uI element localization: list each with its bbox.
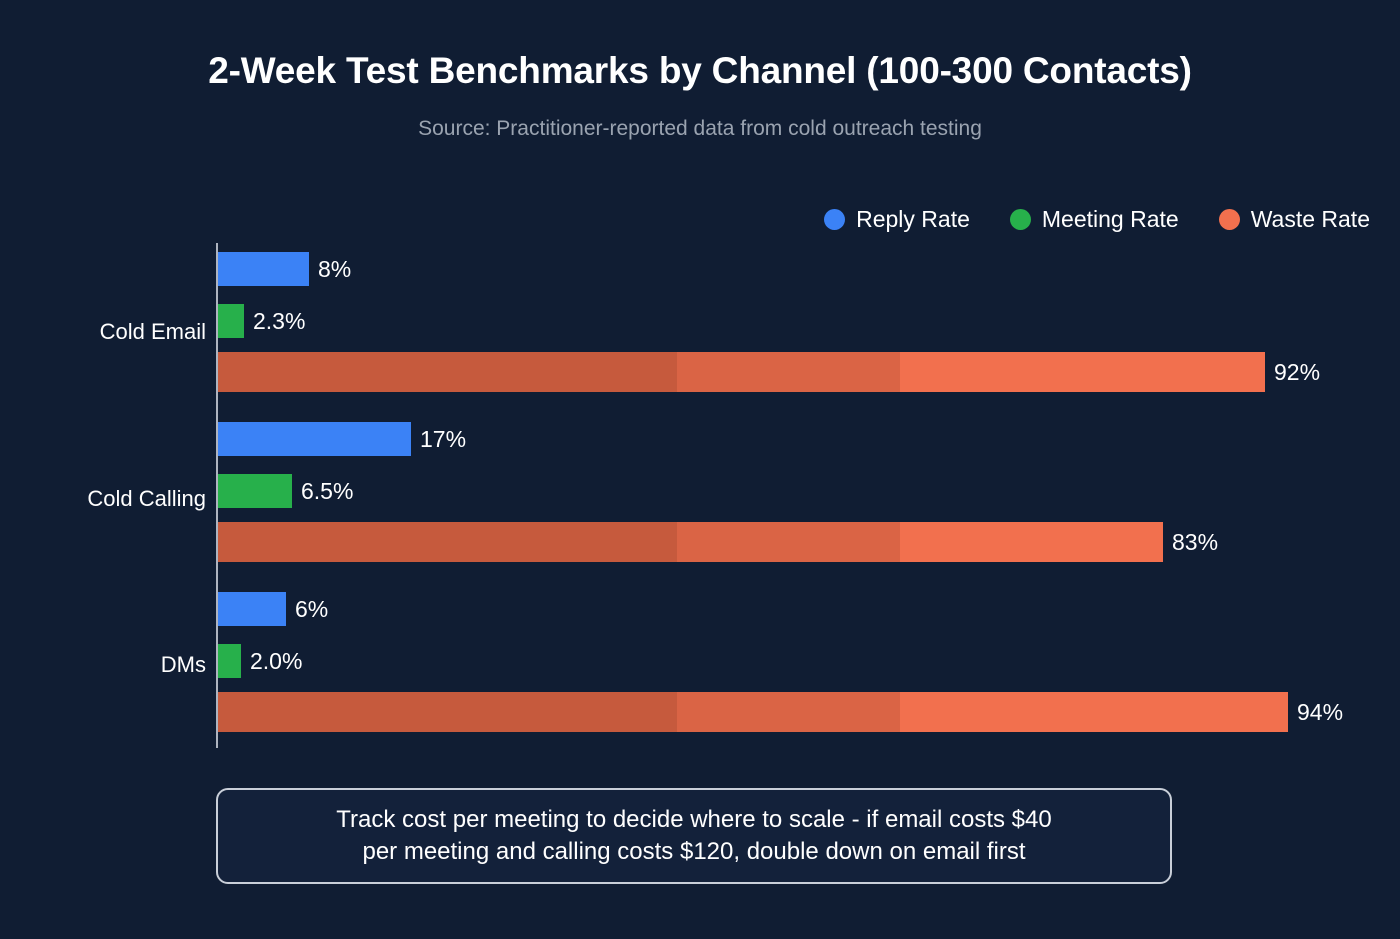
bar-segment[interactable] (218, 522, 1163, 562)
chart-legend: Reply Rate Meeting Rate Waste Rate (730, 203, 1370, 235)
bar-segment[interactable] (218, 692, 1288, 732)
bar-shade-band (677, 692, 900, 732)
bar-shade-band (677, 522, 900, 562)
annotation-text: Track cost per meeting to decide where t… (336, 804, 1051, 869)
bar-shade-band (218, 692, 677, 732)
circle-swatch-icon (824, 208, 846, 230)
bar-segment[interactable] (218, 474, 292, 508)
bar-row: 2.0% (218, 644, 302, 678)
legend-item[interactable]: Meeting Rate (1009, 205, 1179, 233)
bar-value-label: 8% (318, 255, 352, 282)
bar-row: 94% (218, 692, 1343, 732)
bar-row: 92% (218, 352, 1320, 392)
category-label: Cold Calling (87, 486, 206, 511)
bar-segment[interactable] (218, 592, 286, 626)
bar-row: 6.5% (218, 474, 353, 508)
circle-swatch-icon (1009, 208, 1031, 230)
bar-row: 8% (218, 252, 351, 286)
bar-value-label: 2.3% (253, 307, 306, 334)
annotation-line-1: Track cost per meeting to decide where t… (336, 805, 1052, 833)
bar-shade-band (218, 522, 677, 562)
bar-row: 6% (218, 592, 328, 626)
bar-row: 83% (218, 522, 1218, 562)
circle-swatch-icon (1218, 208, 1240, 230)
bar-row: 2.3% (218, 304, 305, 338)
bar-value-label: 83% (1172, 528, 1219, 555)
bar-value-label: 17% (420, 425, 467, 452)
bar-value-label: 92% (1274, 358, 1321, 385)
annotation-callout: Track cost per meeting to decide where t… (216, 788, 1172, 884)
bar-value-label: 6% (295, 595, 329, 622)
y-axis-spine (216, 243, 218, 748)
bar-shade-band (677, 352, 900, 392)
legend-item[interactable]: Reply Rate (824, 206, 970, 233)
legend-item-label: Meeting Rate (1041, 205, 1179, 232)
bar-segment[interactable] (218, 304, 244, 338)
category-label: DMs (160, 652, 206, 677)
bar-row: 17% (218, 422, 466, 456)
annotation-line-2: per meeting and calling costs $120, doub… (362, 838, 1026, 865)
bar-segment[interactable] (218, 422, 411, 456)
bar-segment[interactable] (218, 644, 241, 678)
chart-title: 2-Week Test Benchmarks by Channel (100-3… (208, 50, 1192, 91)
bar-shade-band (218, 352, 677, 392)
bar-value-label: 94% (1297, 698, 1344, 725)
legend-item-label: Waste Rate (1250, 205, 1370, 232)
legend-item-label: Reply Rate (856, 205, 970, 232)
bar-value-label: 2.0% (250, 647, 303, 674)
bar-value-label: 6.5% (301, 477, 354, 504)
bar-segment[interactable] (218, 352, 1265, 392)
category-label: Cold Email (99, 319, 206, 344)
legend-item[interactable]: Waste Rate (1218, 205, 1370, 233)
chart-subtitle: Source: Practitioner-reported data from … (418, 117, 982, 140)
bar-segment[interactable] (218, 252, 309, 286)
